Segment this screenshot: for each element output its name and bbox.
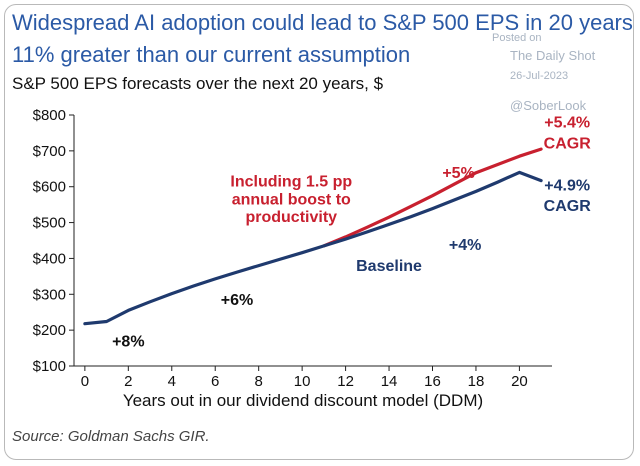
y-tick-label: $700 (33, 143, 66, 160)
watermark-publisher: The Daily Shot (510, 48, 596, 63)
x-tick-label: 2 (124, 373, 132, 390)
x-tick-label: 10 (294, 373, 311, 390)
y-tick-label: $300 (33, 286, 66, 303)
chart-axes: $100 $200 $300 $400 $500 $600 $700 $800 0 2 4 6 8 10 1… (33, 107, 552, 410)
x-tick-label: 4 (168, 373, 176, 390)
annotation-label: +4% (449, 237, 481, 254)
annotation-label: CAGR (544, 198, 592, 215)
annotation-label: CAGR (544, 136, 592, 153)
x-tick-label: 18 (468, 373, 485, 390)
y-tick-label: $200 (33, 322, 66, 339)
x-tick-label: 16 (424, 373, 441, 390)
watermark-posted: Posted on (492, 32, 542, 44)
x-tick-label: 14 (381, 373, 398, 390)
x-tick-label: 0 (81, 373, 89, 390)
chart-annotations: +8% +6% Baseline +4% Including 1.5 ppannual … (112, 115, 591, 351)
x-tick-label: 6 (211, 373, 219, 390)
annotation-label: +5.4% (544, 115, 590, 132)
chart-title-line2: 11% greater than our current assumption (12, 42, 411, 67)
series-line-ai-productivity (322, 147, 543, 248)
y-tick-label: $400 (33, 250, 66, 267)
annotation-label: +8% (112, 333, 144, 350)
watermark-handle: @SoberLook (510, 98, 587, 113)
annotation-label: Baseline (356, 258, 422, 275)
x-tick-label: 20 (511, 373, 528, 390)
chart-title-line1: Widespread AI adoption could lead to S&P… (12, 10, 633, 35)
annotation-label: productivity (245, 209, 337, 226)
watermark-date: 26-Jul-2023 (510, 70, 569, 82)
y-tick-label: $500 (33, 215, 66, 232)
x-tick-label: 8 (255, 373, 263, 390)
chart-series (83, 147, 543, 326)
x-axis-title: Years out in our dividend discount model… (123, 391, 483, 410)
x-tick-label: 12 (337, 373, 354, 390)
chart-frame (4, 4, 634, 460)
annotation-label: annual boost to (232, 191, 351, 208)
series-line-baseline (83, 170, 543, 326)
annotation-label: +5% (442, 165, 474, 182)
chart-subtitle: S&P 500 EPS forecasts over the next 20 y… (12, 74, 384, 93)
y-tick-label: $600 (33, 179, 66, 196)
annotation-label: +4.9% (544, 177, 590, 194)
annotation-label: Including 1.5 pp (230, 174, 352, 191)
source-note: Source: Goldman Sachs GIR. (12, 428, 210, 445)
annotation-label: +6% (221, 292, 253, 309)
y-tick-label: $100 (33, 358, 66, 375)
y-tick-label: $800 (33, 107, 66, 124)
